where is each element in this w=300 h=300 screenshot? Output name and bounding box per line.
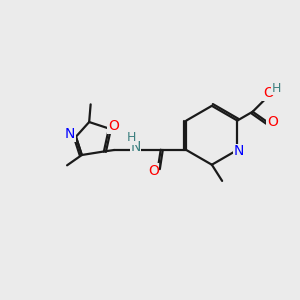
Text: N: N bbox=[234, 145, 244, 158]
Text: O: O bbox=[263, 86, 274, 100]
Text: O: O bbox=[267, 115, 278, 129]
Text: O: O bbox=[148, 164, 159, 178]
Text: H: H bbox=[127, 131, 136, 144]
Text: N: N bbox=[130, 140, 141, 154]
Text: O: O bbox=[108, 119, 119, 133]
Text: N: N bbox=[65, 128, 75, 141]
Text: H: H bbox=[272, 82, 281, 95]
